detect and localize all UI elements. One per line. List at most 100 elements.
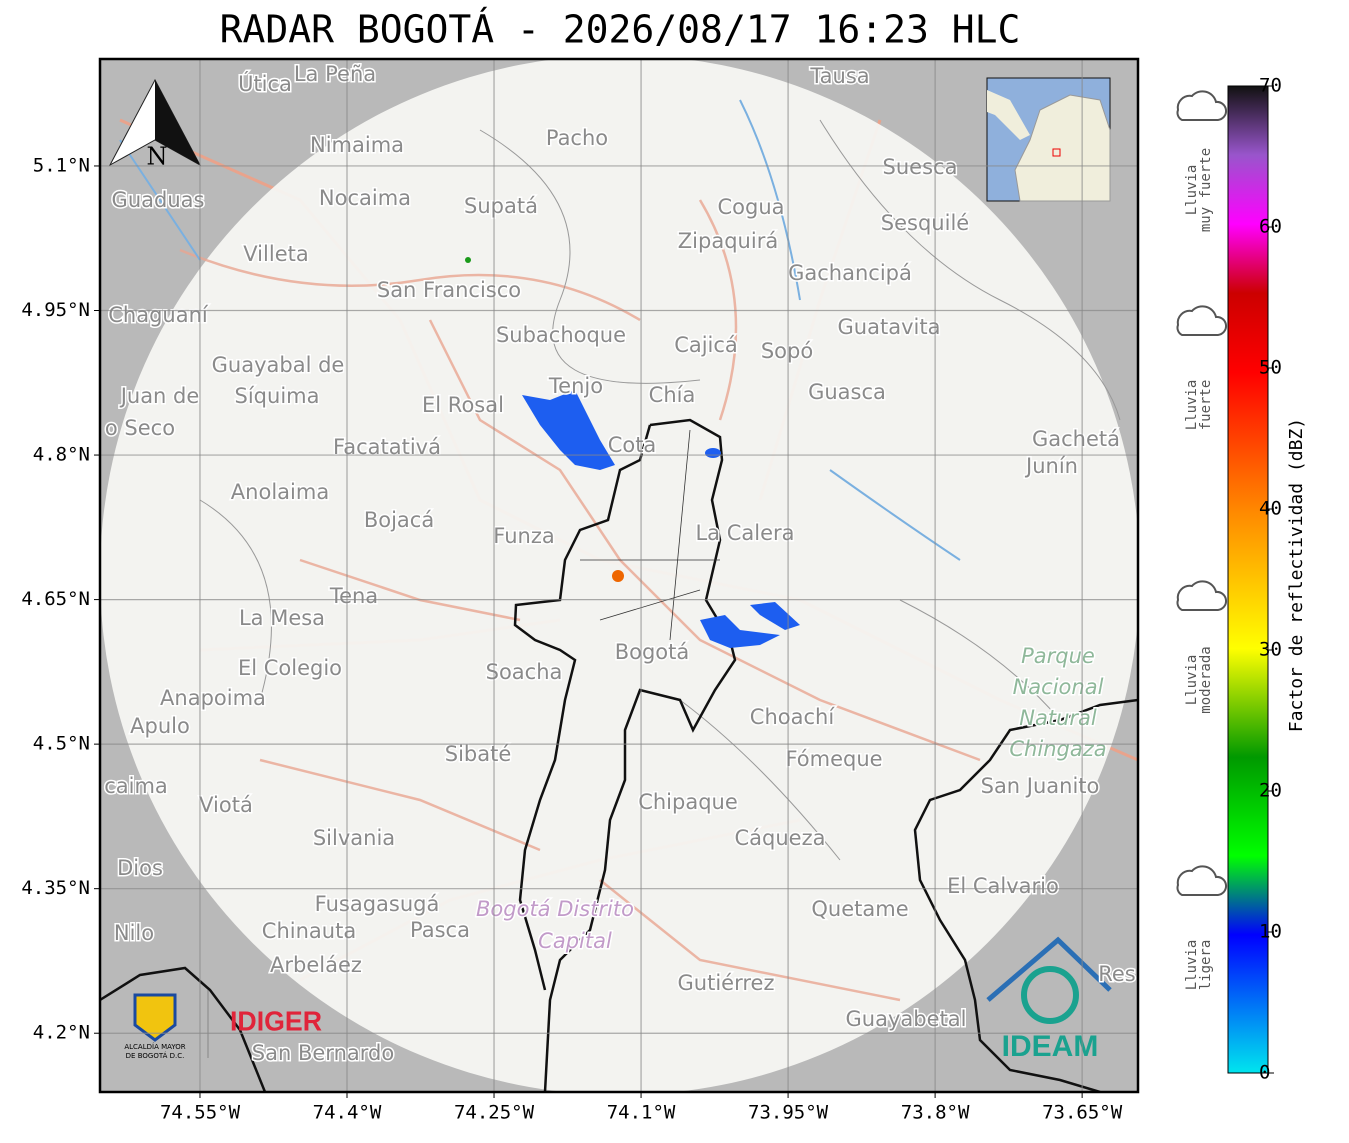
department-boundary [100,698,1138,1092]
inset-land [1014,94,1111,202]
district-label: Bogotá Distrito [476,897,634,921]
rain-category-label: Lluvia [1184,940,1200,991]
idiger-logo: IDIGER [230,1005,322,1036]
axes: 74.55°W 74.4°W 74.25°W 74.1°W 73.95°W 73.8°W 7… [21,154,1122,1123]
place-label: La Peña [294,62,376,86]
y-tick-label: 5.1°N [33,154,90,176]
place-label: El Calvario [947,874,1059,898]
colorbar-tick-label: 50 [1259,357,1282,379]
place-label: Junín [1024,454,1078,478]
x-tick-label: 73.95°W [748,1102,829,1124]
place-label: La Calera [695,521,794,545]
park-label: Parque [1021,644,1095,668]
alcaldia-text: DE BOGOTÁ D.C. [126,1051,185,1060]
alcaldia-text: ALCALDÍA MAYOR [124,1042,185,1051]
place-label: Villeta [243,242,308,266]
colorbar-tick-label: 10 [1259,921,1282,943]
map-area: N ALCALDÍA MAYOR DE BOGOTÁ D.C. IDIGER I… [100,59,1138,1092]
place-label: Tena [329,584,378,608]
place-label: Guayabetal [846,1007,967,1031]
map-frame [98,57,1140,1094]
x-tick-label: 74.25°W [454,1102,535,1124]
place-label: Cáqueza [735,826,826,850]
x-tick-label: 73.65°W [1042,1102,1123,1124]
place-label: El Rosal [422,393,504,417]
x-tick-label: 74.1°W [607,1102,676,1124]
colorbar [1227,85,1269,1074]
place-label: San Bernardo [252,1041,394,1065]
inset-marker [1052,148,1061,157]
x-tick-label: 74.55°W [160,1102,241,1124]
place-label: Nocaima [319,186,411,210]
place-label: Gutiérrez [678,971,775,995]
place-label: Chinauta [262,919,356,943]
colorbar-ticks: 0 10 20 30 40 50 60 70 [1259,75,1282,1084]
park-label: Nacional [1013,675,1104,699]
place-label: Quetame [811,897,908,921]
place-label: Zipaquirá [678,229,778,253]
ideam-swirl [1021,966,1079,1024]
cloud-icon [1176,305,1227,336]
place-label: Síquima [235,384,320,408]
rain-category-label: Lluvia [1184,165,1200,216]
ideam-logo: IDEAM [1002,1030,1099,1063]
grid [100,59,1138,1092]
place-label: Anapoima [160,686,266,710]
place-label: Sesquilé [881,211,969,235]
place-label: Facatativá [333,435,441,459]
colorbar-tick-label: 20 [1259,780,1282,802]
y-tick-label: 4.35°N [21,877,90,899]
place-label: Silvania [313,826,395,850]
x-tick-label: 74.4°W [313,1102,382,1124]
place-label: Pasca [410,918,470,942]
place-label: Sibaté [445,742,512,766]
place-label: Pacho [546,126,608,150]
place-label: Fómeque [785,747,882,771]
place-label: Gachancipá [788,261,912,285]
inset-land [987,90,1030,140]
place-label: Anolaima [231,480,329,504]
park-label: Natural [1019,706,1097,730]
place-label: Guasca [808,380,886,404]
place-label: Subachoque [496,323,626,347]
colorbar-tick-label: 70 [1259,75,1282,97]
rain-category-label: ligera [1198,940,1214,991]
rain-category-label: Lluvia [1184,655,1200,706]
cloud-icon [1176,90,1227,121]
place-label: Chía [649,383,696,407]
place-label: Nilo [114,921,154,945]
place-label: Gachetá [1032,427,1120,451]
place-label: Cogua [717,195,784,219]
place-label: Útica [238,71,292,96]
cloud-icon [1176,865,1227,896]
place-label: Juan de [119,384,200,408]
park-label: Chingaza [1009,737,1106,761]
place-label: Viotá [199,793,253,817]
place-label: Chipaque [638,790,738,814]
place-label: La Mesa [239,606,325,630]
place-label: caima [104,774,168,798]
title: RADAR BOGOTÁ - 2026/08/17 16:23 HLC [220,8,1021,52]
place-label: Fusagasugá [315,892,440,916]
place-label: San Juanito [981,774,1100,798]
place-label: Tenjo [548,374,603,398]
place-label: Supatá [464,194,538,218]
place-label: Guaduas [112,188,205,212]
alcaldia-logo [133,993,177,1042]
x-tick-label: 73.8°W [901,1102,970,1124]
place-labels: Útica La Peña Tausa Pacho Nimaima Guaduas Noca… [103,61,1138,1067]
place-label: Soacha [486,660,563,684]
localities [580,429,720,641]
place-label: Choachí [750,705,836,729]
place-label: Res [1098,962,1136,986]
cloud-icon [1176,580,1227,611]
place-label: Suesca [883,155,958,179]
y-tick-label: 4.2°N [33,1022,90,1044]
y-tick-label: 4.5°N [33,733,90,755]
colorbar-label: Factor de reflectividad (dBZ) [1286,418,1307,732]
rain-category-label: muy fuerte [1198,148,1214,232]
y-tick-label: 4.95°N [21,299,90,321]
place-label: o Seco [105,416,175,440]
